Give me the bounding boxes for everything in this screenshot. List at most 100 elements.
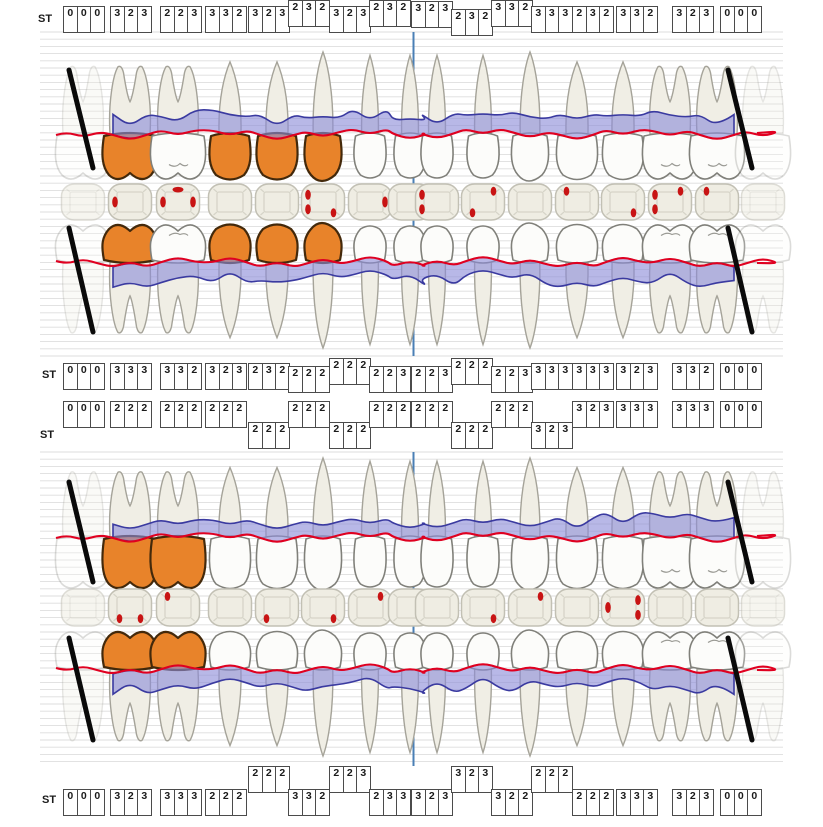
st-cell-upper-palatal-13-1[interactable]: 3 bbox=[572, 363, 587, 390]
st-cell-upper-palatal-3-3[interactable]: 2 bbox=[187, 363, 202, 390]
st-cell-upper-palatal-2-3[interactable]: 3 bbox=[137, 363, 152, 390]
st-cell-upper-buccal-1-1[interactable]: 0 bbox=[63, 6, 78, 33]
st-cell-lower-lingual-16-2[interactable]: 0 bbox=[733, 401, 748, 428]
st-cell-lower-lingual-15-3[interactable]: 3 bbox=[699, 401, 714, 428]
st-cell-lower-lingual-3-1[interactable]: 2 bbox=[160, 401, 175, 428]
tooth-upper-buccal-9[interactable] bbox=[420, 53, 454, 179]
st-cell-upper-palatal-7-1[interactable]: 2 bbox=[329, 358, 344, 385]
tooth-lower-lingual-12[interactable] bbox=[555, 465, 599, 590]
occlusal-tooth-lower-1[interactable] bbox=[60, 588, 106, 627]
tooth-lower-lingual-5[interactable] bbox=[255, 465, 299, 590]
tooth-lower-lingual-7[interactable] bbox=[353, 458, 387, 588]
occlusal-tooth-lower-13[interactable] bbox=[600, 588, 646, 627]
tooth-upper-palatal-13[interactable] bbox=[601, 223, 645, 340]
st-cell-upper-buccal-16-1[interactable]: 0 bbox=[720, 6, 735, 33]
st-cell-lower-buccal-8-2[interactable]: 3 bbox=[382, 789, 397, 816]
st-cell-lower-buccal-2-2[interactable]: 2 bbox=[123, 789, 138, 816]
occlusal-tooth-upper-13[interactable] bbox=[600, 183, 646, 221]
st-cell-upper-palatal-1-1[interactable]: 0 bbox=[63, 363, 78, 390]
occlusal-tooth-upper-11[interactable] bbox=[507, 183, 553, 221]
st-cell-upper-palatal-16-1[interactable]: 0 bbox=[720, 363, 735, 390]
st-cell-lower-buccal-4-3[interactable]: 2 bbox=[232, 789, 247, 816]
tooth-lower-lingual-11[interactable] bbox=[510, 456, 550, 591]
st-cell-upper-palatal-2-2[interactable]: 3 bbox=[123, 363, 138, 390]
st-cell-upper-buccal-11-2[interactable]: 3 bbox=[504, 0, 519, 27]
st-cell-upper-buccal-3-2[interactable]: 2 bbox=[173, 6, 188, 33]
st-cell-lower-buccal-12-2[interactable]: 2 bbox=[544, 766, 559, 793]
tooth-upper-palatal-11[interactable] bbox=[510, 222, 550, 350]
st-cell-lower-buccal-12-3[interactable]: 2 bbox=[558, 766, 573, 793]
tooth-lower-lingual-8[interactable] bbox=[393, 458, 427, 588]
tooth-lower-buccal-11[interactable] bbox=[510, 629, 550, 758]
occlusal-tooth-lower-15[interactable] bbox=[694, 588, 740, 627]
st-cell-lower-lingual-4-1[interactable]: 2 bbox=[205, 401, 220, 428]
st-cell-upper-palatal-11-1[interactable]: 2 bbox=[491, 366, 506, 393]
st-cell-lower-lingual-16-1[interactable]: 0 bbox=[720, 401, 735, 428]
st-cell-lower-buccal-16-3[interactable]: 0 bbox=[747, 789, 762, 816]
st-cell-upper-palatal-1-2[interactable]: 0 bbox=[76, 363, 91, 390]
st-cell-upper-buccal-6-3[interactable]: 2 bbox=[315, 0, 330, 27]
occlusal-tooth-lower-9[interactable] bbox=[414, 588, 460, 627]
st-cell-lower-buccal-15-1[interactable]: 3 bbox=[672, 789, 687, 816]
st-cell-upper-buccal-14-2[interactable]: 3 bbox=[629, 6, 644, 33]
st-cell-lower-lingual-13-1[interactable]: 3 bbox=[572, 401, 587, 428]
st-cell-upper-palatal-7-2[interactable]: 2 bbox=[342, 358, 357, 385]
occlusal-tooth-upper-9[interactable] bbox=[414, 183, 460, 221]
occlusal-tooth-upper-1[interactable] bbox=[60, 183, 106, 221]
st-cell-lower-lingual-7-2[interactable]: 2 bbox=[342, 422, 357, 449]
st-cell-lower-lingual-4-2[interactable]: 2 bbox=[218, 401, 233, 428]
tooth-lower-buccal-12[interactable] bbox=[555, 630, 599, 748]
st-cell-upper-buccal-6-1[interactable]: 2 bbox=[288, 0, 303, 27]
st-cell-upper-buccal-5-1[interactable]: 3 bbox=[248, 6, 263, 33]
st-cell-lower-lingual-1-1[interactable]: 0 bbox=[63, 401, 78, 428]
st-cell-upper-palatal-12-3[interactable]: 3 bbox=[558, 363, 573, 390]
st-cell-upper-palatal-11-2[interactable]: 2 bbox=[504, 366, 519, 393]
st-cell-upper-palatal-4-2[interactable]: 2 bbox=[218, 363, 233, 390]
tooth-lower-buccal-7[interactable] bbox=[353, 632, 387, 755]
occlusal-tooth-lower-3[interactable] bbox=[155, 588, 201, 627]
occlusal-tooth-upper-2[interactable] bbox=[107, 183, 153, 221]
st-cell-upper-buccal-11-1[interactable]: 3 bbox=[491, 0, 506, 27]
st-cell-upper-palatal-1-3[interactable]: 0 bbox=[90, 363, 105, 390]
st-cell-upper-buccal-14-3[interactable]: 2 bbox=[643, 6, 658, 33]
occlusal-tooth-lower-16[interactable] bbox=[740, 588, 786, 627]
st-cell-lower-buccal-12-1[interactable]: 2 bbox=[531, 766, 546, 793]
st-cell-lower-lingual-5-1[interactable]: 2 bbox=[248, 422, 263, 449]
st-cell-lower-buccal-5-1[interactable]: 2 bbox=[248, 766, 263, 793]
st-cell-upper-palatal-8-3[interactable]: 3 bbox=[396, 366, 411, 393]
st-cell-upper-buccal-1-3[interactable]: 0 bbox=[90, 6, 105, 33]
st-cell-lower-lingual-1-2[interactable]: 0 bbox=[76, 401, 91, 428]
st-cell-upper-buccal-15-3[interactable]: 3 bbox=[699, 6, 714, 33]
st-cell-lower-lingual-13-2[interactable]: 2 bbox=[585, 401, 600, 428]
occlusal-tooth-upper-16[interactable] bbox=[740, 183, 786, 221]
st-cell-upper-buccal-12-2[interactable]: 3 bbox=[544, 6, 559, 33]
st-cell-upper-buccal-8-1[interactable]: 2 bbox=[369, 0, 384, 27]
st-cell-upper-palatal-16-2[interactable]: 0 bbox=[733, 363, 748, 390]
st-cell-upper-buccal-13-1[interactable]: 2 bbox=[572, 6, 587, 33]
st-cell-lower-lingual-9-3[interactable]: 2 bbox=[438, 401, 453, 428]
st-cell-lower-buccal-9-2[interactable]: 2 bbox=[424, 789, 439, 816]
st-cell-lower-buccal-3-1[interactable]: 3 bbox=[160, 789, 175, 816]
tooth-upper-palatal-9[interactable] bbox=[420, 225, 454, 347]
st-cell-upper-buccal-14-1[interactable]: 3 bbox=[616, 6, 631, 33]
st-cell-lower-lingual-12-3[interactable]: 3 bbox=[558, 422, 573, 449]
occlusal-tooth-lower-14[interactable] bbox=[647, 588, 693, 627]
st-cell-lower-lingual-9-2[interactable]: 2 bbox=[424, 401, 439, 428]
st-cell-upper-buccal-9-1[interactable]: 3 bbox=[411, 1, 426, 28]
st-cell-lower-buccal-1-2[interactable]: 0 bbox=[76, 789, 91, 816]
tooth-upper-buccal-12[interactable] bbox=[555, 60, 599, 181]
st-cell-lower-buccal-2-1[interactable]: 3 bbox=[110, 789, 125, 816]
st-cell-lower-lingual-6-2[interactable]: 2 bbox=[301, 401, 316, 428]
tooth-lower-lingual-2[interactable] bbox=[101, 471, 159, 590]
tooth-lower-lingual-10[interactable] bbox=[466, 458, 500, 588]
st-cell-upper-buccal-12-3[interactable]: 3 bbox=[558, 6, 573, 33]
st-cell-upper-buccal-6-2[interactable]: 3 bbox=[301, 0, 316, 27]
occlusal-tooth-upper-6[interactable] bbox=[300, 183, 346, 221]
st-cell-lower-buccal-11-1[interactable]: 3 bbox=[491, 789, 506, 816]
st-cell-upper-palatal-8-2[interactable]: 2 bbox=[382, 366, 397, 393]
st-cell-upper-buccal-2-3[interactable]: 3 bbox=[137, 6, 152, 33]
st-cell-lower-buccal-11-3[interactable]: 2 bbox=[518, 789, 533, 816]
st-cell-lower-buccal-1-3[interactable]: 0 bbox=[90, 789, 105, 816]
tooth-lower-buccal-16[interactable] bbox=[734, 631, 792, 742]
st-cell-lower-lingual-3-3[interactable]: 2 bbox=[187, 401, 202, 428]
